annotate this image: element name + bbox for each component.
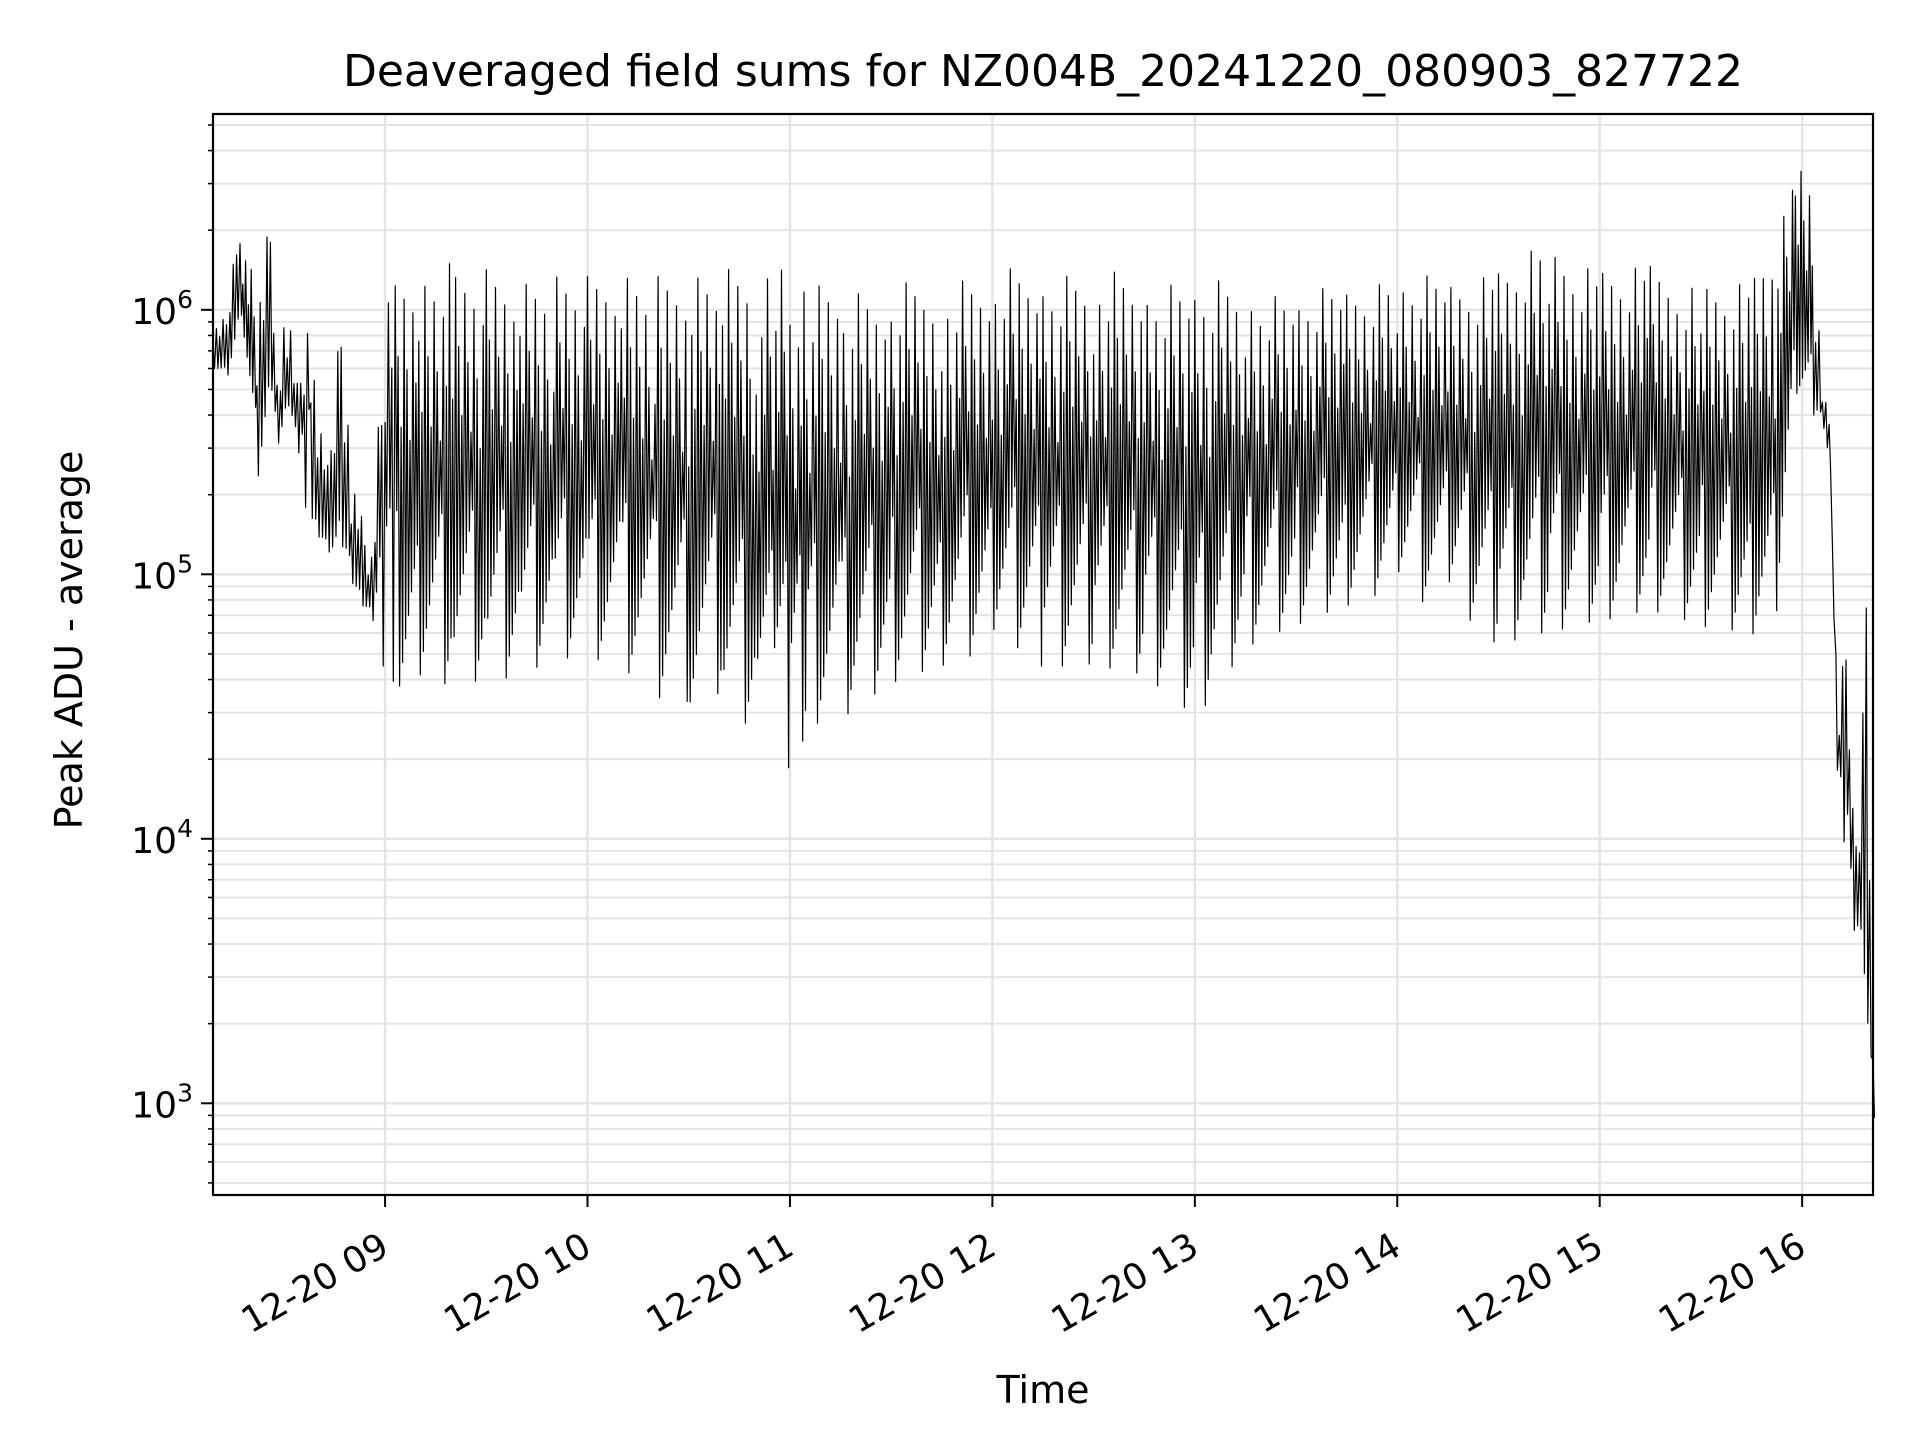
y-tick-base: 10: [131, 821, 177, 862]
series-line-0: [212, 170, 1876, 1118]
chart-title: Deaveraged field sums for NZ004B_2024122…: [343, 46, 1743, 97]
y-tick-label: 106: [131, 285, 193, 333]
y-tick-base: 10: [131, 556, 177, 597]
y-tick-label: 104: [131, 814, 193, 862]
y-tick-label: 103: [131, 1078, 193, 1126]
y-tick-exponent: 3: [177, 1078, 193, 1107]
y-axis-label: Peak ADU - average: [47, 451, 91, 830]
y-tick-exponent: 4: [177, 814, 193, 843]
y-tick-exponent: 6: [177, 285, 193, 314]
y-tick-exponent: 5: [177, 549, 193, 578]
y-tick-base: 10: [131, 1085, 177, 1126]
y-tick-base: 10: [131, 292, 177, 333]
y-tick-label: 105: [131, 549, 193, 597]
x-axis-label: Time: [996, 1368, 1090, 1412]
series-layer: [212, 170, 1876, 1118]
